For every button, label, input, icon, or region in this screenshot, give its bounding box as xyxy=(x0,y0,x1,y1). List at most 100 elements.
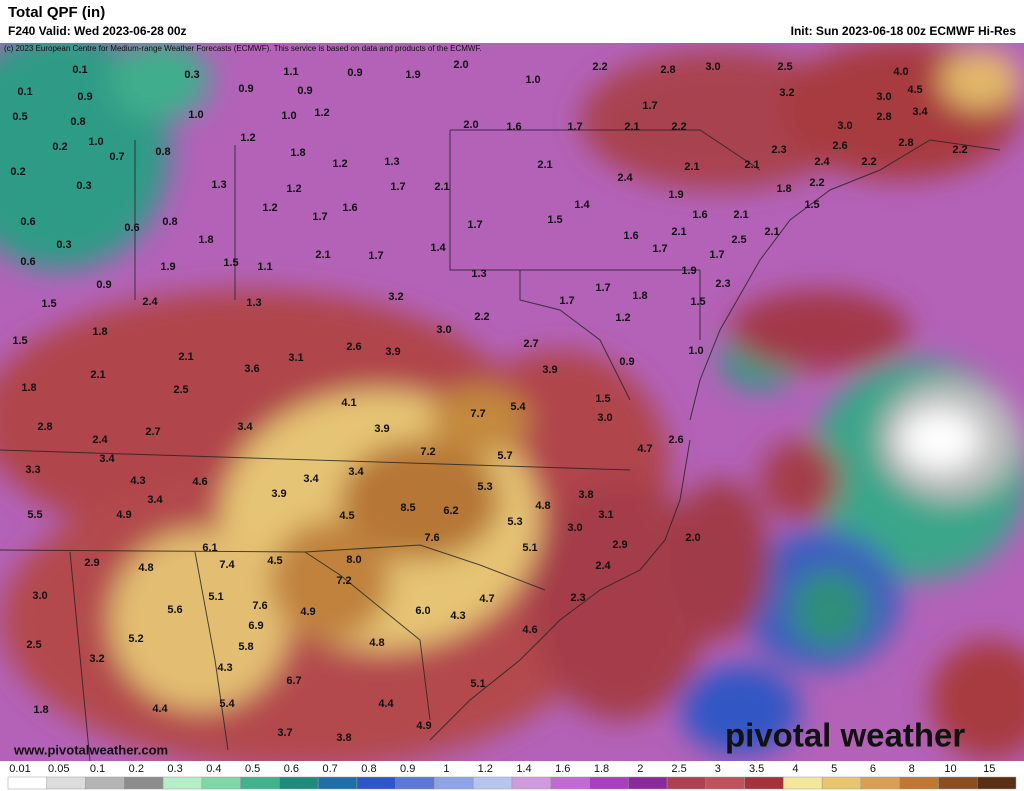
qpf-label: 2.5 xyxy=(731,234,746,246)
qpf-label: 1.7 xyxy=(368,250,383,262)
colorbar-swatch xyxy=(7,776,48,790)
colorbar-label: 0.5 xyxy=(245,763,260,775)
qpf-label: 1.9 xyxy=(405,69,420,81)
qpf-label: 3.0 xyxy=(597,412,612,424)
qpf-label: 0.9 xyxy=(619,356,634,368)
qpf-label: 6.2 xyxy=(443,505,458,517)
qpf-label: 0.9 xyxy=(347,67,362,79)
colorbar-label: 2.5 xyxy=(671,763,686,775)
qpf-label: 1.0 xyxy=(188,109,203,121)
qpf-label: 2.2 xyxy=(592,61,607,73)
colorbar-label: 0.3 xyxy=(167,763,182,775)
qpf-label: 2.6 xyxy=(668,434,683,446)
qpf-label: 2.1 xyxy=(671,226,686,238)
qpf-label: 3.9 xyxy=(542,364,557,376)
qpf-label: 1.3 xyxy=(384,156,399,168)
colorbar-strip xyxy=(0,761,1024,776)
qpf-label: 1.5 xyxy=(804,199,819,211)
qpf-label: 7.6 xyxy=(252,600,267,612)
colorbar-swatch xyxy=(744,776,784,790)
qpf-label: 2.3 xyxy=(771,144,786,156)
qpf-label: 1.2 xyxy=(332,158,347,170)
station-labels: 0.1 0.3 1.1 0.9 1.9 2.0 1.0 2.2 2.8 3.0 2.5 4.0 0.1 0… xyxy=(10,59,967,744)
qpf-label: 2.4 xyxy=(92,434,108,446)
qpf-label: 4.3 xyxy=(130,475,145,487)
qpf-label: 0.8 xyxy=(70,116,85,128)
colorbar-swatch xyxy=(550,776,590,790)
qpf-label: 4.7 xyxy=(479,593,494,605)
qpf-label: 3.4 xyxy=(99,453,115,465)
colorbar-label: 0.8 xyxy=(361,763,376,775)
qpf-label: 3.4 xyxy=(147,494,163,506)
qpf-label: 2.2 xyxy=(952,144,967,156)
qpf-label: 0.3 xyxy=(76,180,91,192)
qpf-label: 2.9 xyxy=(84,557,99,569)
qpf-label: 1.5 xyxy=(223,257,238,269)
qpf-label: 2.0 xyxy=(453,59,468,71)
colorbar-label: 1.2 xyxy=(478,763,493,775)
qpf-label: 3.4 xyxy=(303,473,319,485)
qpf-label: 0.1 xyxy=(17,86,32,98)
qpf-label: 5.5 xyxy=(27,509,42,521)
qpf-label: 3.0 xyxy=(436,324,451,336)
init-time: Init: Sun 2023-06-18 00z ECMWF Hi-Res xyxy=(791,24,1017,38)
qpf-label: 1.6 xyxy=(342,202,357,214)
qpf-label: 0.6 xyxy=(20,256,35,268)
qpf-label: 5.3 xyxy=(477,481,492,493)
qpf-label: 2.1 xyxy=(733,209,748,221)
qpf-label: 1.3 xyxy=(211,179,226,191)
qpf-label: 2.8 xyxy=(876,111,891,123)
qpf-label: 1.7 xyxy=(467,219,482,231)
colorbar-label: 6 xyxy=(870,763,876,775)
colorbar-swatch xyxy=(124,776,164,790)
qpf-label: 3.3 xyxy=(25,464,40,476)
qpf-label: 2.1 xyxy=(178,351,193,363)
qpf-label: 1.7 xyxy=(652,243,667,255)
qpf-label: 4.9 xyxy=(416,720,431,732)
qpf-label: 1.8 xyxy=(92,326,107,338)
qpf-label: 0.6 xyxy=(20,216,35,228)
qpf-label: 4.5 xyxy=(267,555,282,567)
qpf-label: 4.8 xyxy=(369,637,384,649)
qpf-label: 3.4 xyxy=(237,421,253,433)
qpf-label: 2.2 xyxy=(809,177,824,189)
qpf-label: 2.4 xyxy=(814,156,830,168)
qpf-label: 2.0 xyxy=(463,119,478,131)
qpf-label: 0.9 xyxy=(297,85,312,97)
qpf-label: 3.1 xyxy=(288,352,303,364)
qpf-label: 2.1 xyxy=(434,181,449,193)
qpf-label: 3.4 xyxy=(912,106,928,118)
logo: pivotal weather xyxy=(725,717,965,754)
colorbar-swatch xyxy=(240,776,280,790)
qpf-label: 1.9 xyxy=(160,261,175,273)
qpf-label: 0.2 xyxy=(10,166,25,178)
qpf-label: 3.4 xyxy=(348,466,364,478)
qpf-label: 1.2 xyxy=(286,183,301,195)
qpf-label: 4.9 xyxy=(300,606,315,618)
qpf-label: 3.2 xyxy=(388,291,403,303)
qpf-label: 3.9 xyxy=(271,488,286,500)
colorbar-label: 4 xyxy=(792,763,798,775)
qpf-label: 2.2 xyxy=(861,156,876,168)
qpf-label: 1.7 xyxy=(567,121,582,133)
qpf-label: 4.5 xyxy=(907,84,922,96)
map-title: Total QPF (in) xyxy=(8,4,105,21)
qpf-label: 2.0 xyxy=(685,532,700,544)
qpf-label: 1.9 xyxy=(668,189,683,201)
qpf-label: 2.5 xyxy=(173,384,188,396)
website[interactable]: www.pivotalweather.com xyxy=(13,742,168,757)
qpf-label: 7.4 xyxy=(219,559,235,571)
qpf-label: 2.9 xyxy=(612,539,627,551)
qpf-label: 1.5 xyxy=(595,393,610,405)
qpf-label: 5.1 xyxy=(470,678,485,690)
qpf-label: 1.6 xyxy=(692,209,707,221)
colorbar-swatch xyxy=(860,776,900,790)
colorbar-swatch xyxy=(201,776,241,790)
qpf-label: 6.1 xyxy=(202,542,217,554)
qpf-label: 4.3 xyxy=(217,662,232,674)
qpf-label: 5.8 xyxy=(238,641,253,653)
colorbar-swatch xyxy=(666,776,707,790)
qpf-label: 5.4 xyxy=(510,401,526,413)
colorbar-swatch xyxy=(279,776,319,790)
qpf-label: 0.9 xyxy=(238,83,253,95)
